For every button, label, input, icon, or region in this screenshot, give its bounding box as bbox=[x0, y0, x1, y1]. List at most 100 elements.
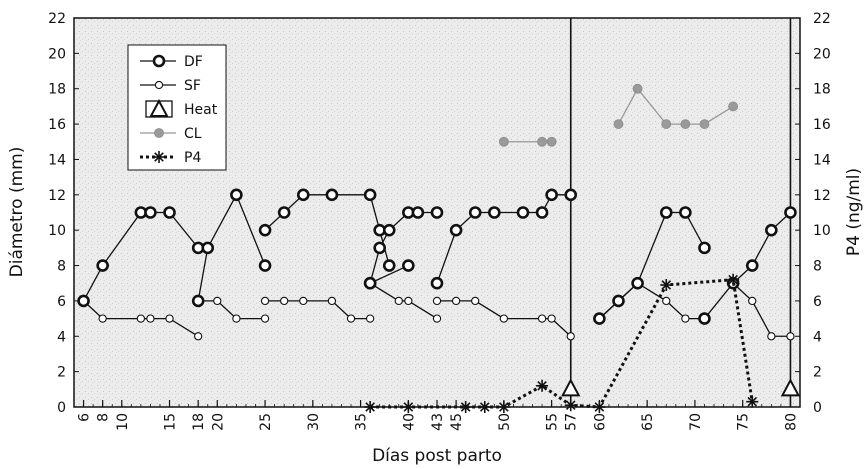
sf-point bbox=[165, 314, 174, 323]
df-point bbox=[382, 223, 396, 237]
y2-tick-label: 6 bbox=[813, 294, 822, 310]
series-line-sf bbox=[732, 282, 791, 337]
sf-point bbox=[471, 296, 480, 306]
p4-point-stroke bbox=[747, 396, 758, 407]
y-tick-label: 2 bbox=[57, 365, 66, 381]
df-point bbox=[631, 276, 644, 290]
x-tick-label: 55 bbox=[545, 413, 561, 431]
y-tick-label: 22 bbox=[48, 11, 66, 27]
sf-point bbox=[566, 332, 575, 341]
p4-point-stroke bbox=[728, 274, 738, 285]
sf-point bbox=[432, 314, 442, 323]
y-tick-label: 16 bbox=[48, 117, 66, 133]
legend-label-heat: Heat bbox=[184, 102, 218, 118]
y2-tick-label: 20 bbox=[813, 46, 831, 62]
sf-point bbox=[136, 314, 146, 323]
y2-tick-label: 0 bbox=[813, 400, 822, 416]
df-point bbox=[363, 188, 377, 202]
df-point bbox=[363, 276, 377, 290]
y-tick-label: 14 bbox=[48, 152, 66, 168]
x-tick-label: 80 bbox=[783, 413, 799, 431]
df-point bbox=[163, 206, 176, 219]
sf-point bbox=[260, 314, 270, 323]
p4-point-stroke bbox=[154, 152, 164, 162]
series-line-p4 bbox=[370, 278, 754, 409]
df-point bbox=[545, 188, 558, 202]
y-axis-title: Diámetro (mm) bbox=[7, 147, 27, 278]
df-point bbox=[698, 312, 711, 325]
df-point bbox=[745, 259, 759, 272]
df-point bbox=[402, 259, 415, 272]
sf-point bbox=[748, 296, 757, 306]
y-tick-label: 0 bbox=[57, 400, 66, 416]
df-point bbox=[96, 259, 109, 272]
x-tick-label: 50 bbox=[497, 413, 513, 431]
df-point bbox=[698, 241, 711, 255]
legend-box bbox=[127, 44, 227, 171]
df-point bbox=[612, 294, 625, 308]
series-line-cl bbox=[617, 87, 734, 125]
cl-point bbox=[699, 119, 710, 129]
df-point bbox=[430, 206, 444, 219]
sf-point bbox=[451, 296, 461, 306]
series-line-sf bbox=[83, 300, 199, 337]
y2-tick-label: 2 bbox=[813, 365, 822, 381]
x-tick-label: 57 bbox=[564, 413, 580, 431]
y-tick-label: 10 bbox=[48, 223, 66, 239]
x-tick-label: 6 bbox=[77, 413, 93, 422]
y-tick-label: 6 bbox=[57, 294, 66, 310]
df-point bbox=[258, 259, 272, 272]
x-tick-label: 40 bbox=[401, 413, 417, 431]
sf-point bbox=[146, 314, 155, 323]
y2-tick-label: 18 bbox=[813, 82, 831, 98]
series-df bbox=[77, 188, 797, 325]
series-line-df bbox=[197, 193, 266, 302]
series-line-sf bbox=[369, 282, 438, 320]
cl-point bbox=[498, 136, 509, 147]
df-point bbox=[191, 294, 205, 308]
sf-point bbox=[432, 296, 442, 306]
y2-tick-label: 14 bbox=[813, 152, 831, 168]
y2-tick-label: 12 bbox=[813, 188, 831, 204]
sf-point bbox=[280, 296, 289, 306]
x-tick-label: 20 bbox=[210, 413, 226, 431]
heat-point bbox=[780, 378, 801, 397]
heat-point bbox=[561, 378, 581, 397]
p4-point bbox=[536, 379, 549, 392]
df-point bbox=[449, 223, 463, 237]
x-axis-title: Días post parto bbox=[372, 446, 502, 466]
df-point bbox=[516, 206, 530, 219]
cl-point bbox=[154, 128, 164, 138]
sf-point bbox=[537, 314, 547, 323]
p4-point bbox=[727, 273, 740, 286]
p4-point-stroke bbox=[537, 380, 547, 391]
p4-point bbox=[660, 278, 673, 291]
y2-tick-label: 8 bbox=[813, 259, 822, 275]
legend-label-sf: SF bbox=[184, 78, 201, 94]
df-point bbox=[152, 54, 166, 68]
df-point bbox=[258, 223, 272, 237]
df-point bbox=[784, 206, 797, 219]
y-tick-label: 8 bbox=[57, 259, 66, 275]
df-point bbox=[296, 188, 310, 202]
df-point bbox=[765, 223, 778, 237]
p4-point-stroke bbox=[661, 280, 672, 290]
x-tick-label: 10 bbox=[115, 413, 131, 431]
df-point bbox=[325, 188, 339, 202]
df-point bbox=[382, 259, 396, 272]
df-point bbox=[201, 241, 215, 255]
cl-point bbox=[537, 136, 547, 147]
df-point bbox=[659, 206, 673, 219]
sf-point bbox=[662, 296, 671, 306]
sf-point bbox=[194, 332, 203, 341]
y2-tick-label: 10 bbox=[813, 223, 831, 239]
y2-axis-title: P4 (ng/ml) bbox=[844, 168, 864, 256]
series-cl bbox=[498, 83, 739, 147]
x-tick-label: 65 bbox=[640, 413, 656, 431]
y2-tick-label: 22 bbox=[813, 11, 831, 27]
sf-point bbox=[213, 296, 222, 306]
sf-point bbox=[299, 296, 308, 306]
series-line-sf bbox=[198, 300, 266, 320]
series-heat bbox=[561, 378, 801, 397]
